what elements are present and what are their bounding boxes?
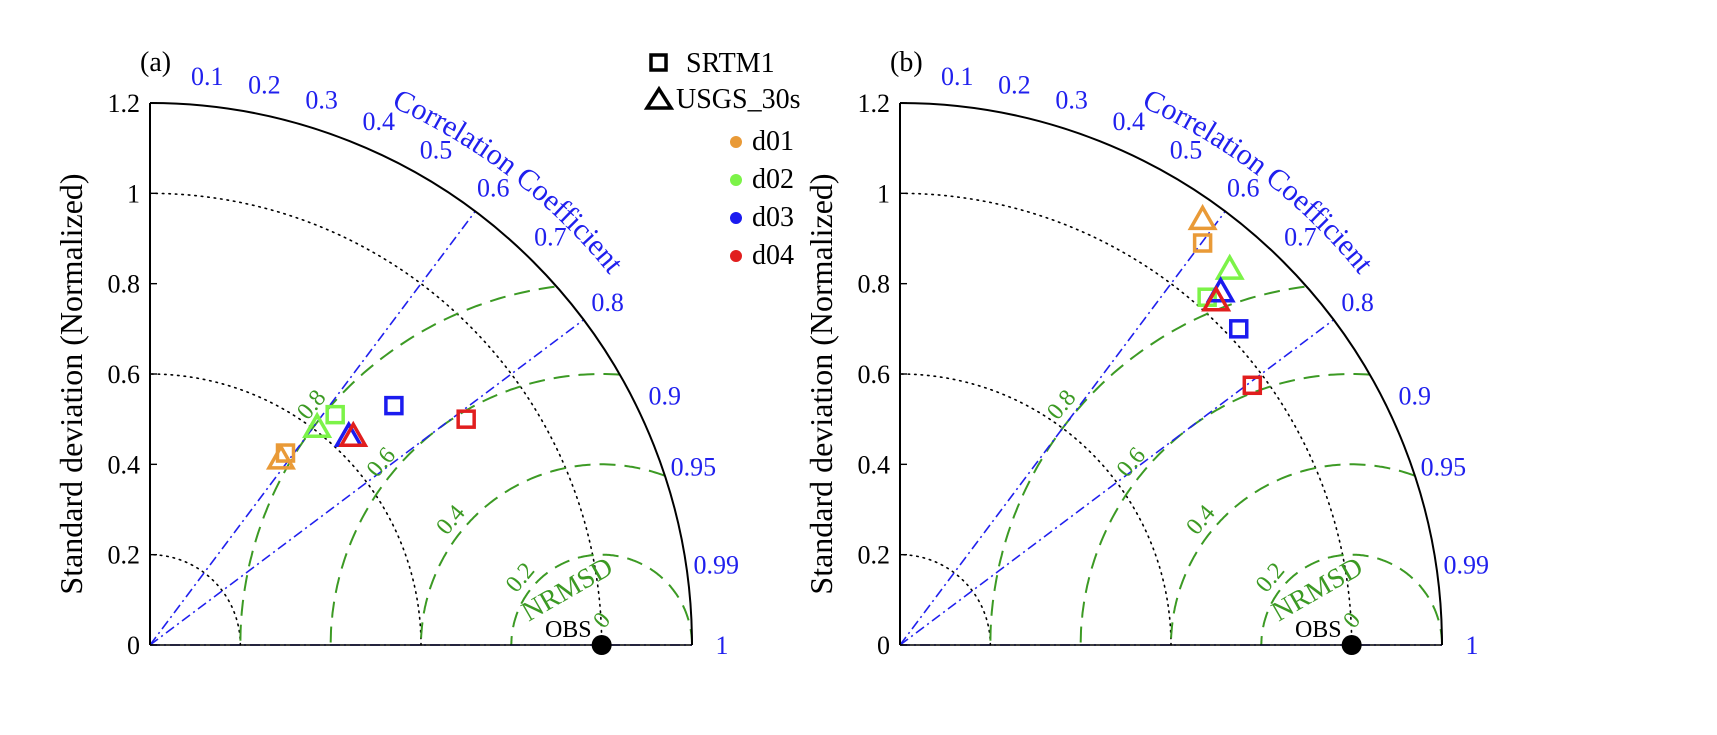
correlation-line [899, 210, 1226, 646]
correlation-tick-label: 0.1 [191, 62, 224, 91]
correlation-tick-label: 0.1 [941, 62, 974, 91]
std-tick-label: 1 [877, 179, 890, 208]
marker-square-d04 [1242, 375, 1263, 396]
nrmsd-contour [420, 463, 665, 645]
marker-triangle-d04 [338, 420, 369, 447]
std-tick-label: 1.2 [108, 89, 141, 118]
std-grid-arc [149, 553, 242, 646]
nrmsd-contour [1170, 463, 1415, 645]
marker-triangle-d02 [302, 411, 333, 438]
correlation-axis-label-text: Correlation Coefficient [1138, 83, 1380, 280]
correlation-tick-label: 0.6 [1227, 173, 1260, 202]
legend-label-d04: d04 [752, 240, 794, 271]
outer-arc [149, 102, 693, 646]
nrmsd-contour [1260, 553, 1443, 645]
correlation-tick-label: 0.6 [477, 173, 510, 202]
taylor-panel-a: 0 0.2 0.4 0.6 0.8 1 1.2 Standard deviation (Nor… [53, 47, 739, 660]
obs-point [1341, 635, 1362, 655]
correlation-tick-label: 0.2 [248, 71, 281, 100]
marker-square-d01 [1192, 233, 1213, 253]
correlation-tick-label: 0.8 [1341, 288, 1374, 317]
std-tick-label: 0.4 [108, 450, 141, 479]
marker-square-d04 [456, 409, 476, 429]
legend-label-usgs30s: USGS_30s [676, 84, 800, 115]
correlation-tick-label: 0.8 [591, 288, 624, 317]
std-tick-label: 0 [877, 631, 890, 660]
correlation-tick-label: 0.4 [363, 107, 396, 136]
legend-dot-d02 [730, 174, 742, 186]
std-tick-label: 1 [127, 179, 140, 208]
y-axis-label: Standard deviation (Normalized) [53, 173, 89, 594]
nrmsd-contour [1079, 373, 1370, 645]
std-tick-label: 1.2 [858, 89, 891, 118]
marker-square-d02 [325, 404, 345, 425]
nrmsd-contour-label: 0.6 [362, 443, 401, 483]
marker-triangle-d04 [1201, 285, 1232, 312]
marker-square-d03 [1229, 319, 1249, 339]
correlation-tick-label: 1 [1466, 631, 1479, 660]
correlation-axis-label: Correlation Coefficient [388, 83, 630, 280]
y-axis-label: Standard deviation (Normalized) [803, 173, 839, 594]
correlation-tick-label: 0.3 [1055, 85, 1088, 114]
correlation-tick-label: 0.2 [998, 71, 1031, 100]
legend-label-srtm1: SRTM1 [686, 48, 775, 79]
nrmsd-contour [239, 285, 555, 646]
legend: SRTM1 USGS_30s d01 d02 d03 d04 [643, 48, 800, 271]
std-tick-label: 0.4 [858, 450, 891, 479]
legend-triangle-icon [643, 85, 675, 110]
nrmsd-contour-label: 0.4 [431, 500, 470, 540]
legend-label-d03: d03 [752, 202, 794, 233]
correlation-axis-label-text: Correlation Coefficient [388, 83, 630, 280]
std-tick-label: 0.2 [108, 541, 141, 570]
nrmsd-zero-label: 0 [588, 608, 616, 634]
legend-dot-d01 [730, 136, 742, 148]
taylor-panel-b: 0 0.2 0.4 0.6 0.8 1 1.2 Standard deviation (Nor… [803, 47, 1489, 660]
correlation-tick-label: 0.95 [671, 452, 717, 481]
obs-point [591, 635, 612, 655]
std-grid-arc [899, 553, 992, 646]
std-tick-label: 0.8 [858, 270, 891, 299]
marker-triangle-d01 [265, 443, 296, 470]
correlation-tick-label: 0.7 [1284, 223, 1317, 252]
marker-triangle-d01 [1187, 203, 1218, 231]
correlation-axis-label: Correlation Coefficient [1138, 83, 1380, 280]
marker-triangle-d02 [1214, 253, 1245, 280]
std-tick-label: 0 [127, 631, 140, 660]
nrmsd-contour-label: 0.6 [1112, 443, 1151, 483]
correlation-tick-label: 0.9 [649, 382, 682, 411]
correlation-tick-label: 0.99 [694, 550, 740, 579]
panel-label: (a) [140, 47, 171, 78]
marker-square-d03 [384, 395, 404, 416]
legend-dot-d03 [730, 212, 742, 224]
legend-label-d02: d02 [752, 164, 794, 195]
std-tick-label: 0.6 [108, 360, 141, 389]
std-tick-label: 0.6 [858, 360, 891, 389]
panel-label: (b) [890, 47, 923, 78]
correlation-line [149, 210, 476, 646]
nrmsd-contour [989, 285, 1305, 646]
correlation-tick-label: 0.5 [1170, 136, 1203, 165]
correlation-tick-label: 0.99 [1444, 550, 1490, 579]
obs-label: OBS [1295, 617, 1342, 643]
std-grid-arc [899, 373, 1172, 646]
nrmsd-zero-label: 0 [1338, 608, 1366, 634]
std-grid-arc [149, 373, 422, 646]
std-tick-label: 0.8 [108, 270, 141, 299]
obs-label: OBS [545, 617, 592, 643]
legend-dot-d04 [730, 250, 742, 262]
std-tick-label: 0.2 [858, 541, 891, 570]
correlation-tick-label: 0.5 [420, 136, 453, 165]
correlation-tick-label: 0.95 [1421, 452, 1467, 481]
legend-square-icon [649, 53, 668, 72]
nrmsd-contour [510, 553, 693, 645]
correlation-tick-label: 0.4 [1113, 107, 1146, 136]
legend-label-d01: d01 [752, 126, 794, 157]
correlation-tick-label: 0.3 [305, 85, 338, 114]
outer-arc [899, 102, 1443, 646]
nrmsd-contour-label: 0.4 [1181, 500, 1220, 540]
correlation-tick-label: 0.9 [1399, 382, 1432, 411]
correlation-tick-label: 1 [716, 631, 729, 660]
correlation-tick-label: 0.7 [534, 223, 567, 252]
